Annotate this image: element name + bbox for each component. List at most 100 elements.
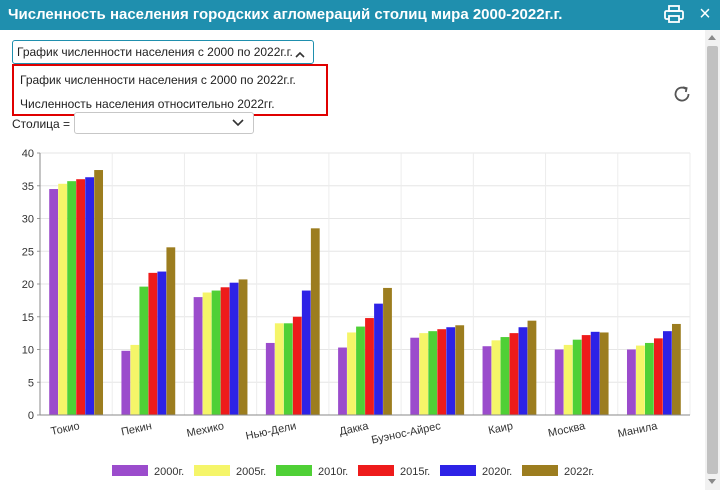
legend-swatch	[112, 465, 148, 476]
bar-6-5	[383, 287, 392, 415]
x-tick-label: Пекин	[120, 420, 153, 438]
printer-icon[interactable]	[663, 4, 685, 24]
y-tick-label: 10	[22, 345, 34, 357]
bar-4-4	[292, 316, 302, 415]
legend-label: 2022г.	[564, 466, 594, 478]
legend-label: 2020г.	[482, 466, 512, 478]
bar-2-4	[274, 323, 284, 415]
vertical-scrollbar[interactable]	[705, 30, 720, 490]
bar-1-2	[121, 350, 131, 415]
x-tick-label: Каир	[487, 420, 514, 437]
capital-select[interactable]	[74, 112, 254, 134]
bar-1-8	[554, 349, 564, 415]
bar-1-9	[626, 349, 636, 415]
bar-4-8	[581, 335, 591, 415]
y-tick-label: 0	[28, 410, 34, 422]
legend-label: 2000г.	[154, 466, 184, 478]
view-select-value: График численности населения с 2000 по 2…	[17, 45, 293, 59]
bar-6-1	[94, 170, 104, 415]
bar-4-3	[220, 287, 230, 415]
legend-label: 2010г.	[318, 466, 348, 478]
y-tick-label: 5	[28, 377, 34, 389]
bar-6-3	[238, 279, 248, 415]
bar-3-8	[572, 339, 582, 415]
bar-5-2	[157, 271, 167, 415]
x-tick-label: Токио	[50, 420, 81, 438]
bar-6-7	[527, 320, 537, 415]
y-tick-label: 30	[22, 214, 34, 226]
bar-2-6	[419, 333, 429, 415]
bar-3-7	[500, 337, 510, 415]
bar-6-9	[671, 323, 681, 415]
legend-swatch	[276, 465, 312, 476]
view-select[interactable]: График численности населения с 2000 по 2…	[12, 40, 314, 64]
bar-2-3	[202, 292, 212, 415]
bar-5-7	[518, 327, 528, 415]
legend-swatch	[194, 465, 230, 476]
scroll-down-icon[interactable]	[708, 479, 716, 484]
bar-5-4	[301, 290, 311, 415]
bar-2-5	[347, 332, 356, 415]
bar-6-4	[310, 228, 320, 415]
bar-3-4	[283, 323, 293, 415]
dropdown-option[interactable]: График численности населения с 2000 по 2…	[20, 73, 296, 87]
bar-4-2	[148, 272, 158, 415]
bar-3-5	[356, 326, 365, 415]
bar-2-1	[58, 183, 68, 415]
close-icon[interactable]: ×	[699, 3, 711, 25]
bar-2-2	[130, 344, 140, 415]
legend-swatch	[440, 465, 476, 476]
refresh-icon[interactable]	[672, 84, 692, 104]
title-bar: Численность населения городских агломера…	[0, 0, 720, 30]
bar-6-8	[599, 332, 609, 415]
y-tick-label: 35	[22, 181, 34, 193]
x-tick-label: Манила	[617, 420, 660, 440]
bar-5-1	[85, 177, 95, 415]
legend-swatch	[522, 465, 558, 476]
scroll-up-icon[interactable]	[708, 35, 716, 40]
x-tick-label: Дакка	[338, 420, 370, 438]
bar-6-6	[455, 325, 465, 415]
x-tick-label: Нью-Дели	[245, 420, 298, 442]
bar-5-5	[374, 303, 383, 415]
bar-1-7	[482, 346, 492, 415]
bar-1-6	[410, 337, 420, 415]
bar-3-1	[67, 181, 77, 415]
bar-3-3	[211, 290, 221, 415]
bar-1-1	[49, 189, 59, 415]
y-tick-label: 15	[22, 312, 34, 324]
bar-6-2	[166, 247, 176, 415]
bar-5-9	[662, 331, 672, 415]
bar-1-4	[265, 342, 275, 415]
x-tick-label: Москва	[547, 420, 587, 440]
bar-3-2	[139, 286, 149, 415]
bar-4-7	[509, 333, 519, 415]
bar-3-6	[428, 331, 438, 415]
y-tick-label: 25	[22, 246, 34, 258]
capital-filter-label: Столица =	[12, 117, 71, 131]
bar-4-1	[76, 179, 86, 415]
view-dropdown: График численности населения с 2000 по 2…	[12, 64, 328, 116]
bar-3-9	[644, 342, 654, 415]
dropdown-option[interactable]: Численность населения относительно 2022г…	[20, 97, 275, 111]
y-tick-label: 40	[22, 148, 34, 160]
chevron-up-icon	[295, 45, 305, 67]
window-title: Численность населения городских агломера…	[8, 6, 563, 23]
x-tick-label: Буэнос-Айрес	[370, 420, 442, 447]
bar-1-3	[193, 297, 203, 415]
bar-2-9	[635, 345, 645, 415]
bar-4-6	[437, 329, 447, 415]
bar-2-8	[563, 344, 573, 415]
bar-5-8	[590, 331, 600, 415]
legend-swatch	[358, 465, 394, 476]
chevron-down-icon	[231, 115, 245, 132]
bar-4-9	[653, 338, 663, 415]
bar-2-7	[491, 340, 501, 415]
x-tick-label: Мехико	[186, 420, 226, 440]
legend-label: 2015г.	[400, 466, 430, 478]
scrollbar-thumb[interactable]	[707, 46, 718, 474]
bar-1-5	[338, 347, 347, 415]
legend-label: 2005г.	[236, 466, 266, 478]
bar-5-6	[446, 327, 456, 415]
y-tick-label: 20	[22, 279, 34, 291]
